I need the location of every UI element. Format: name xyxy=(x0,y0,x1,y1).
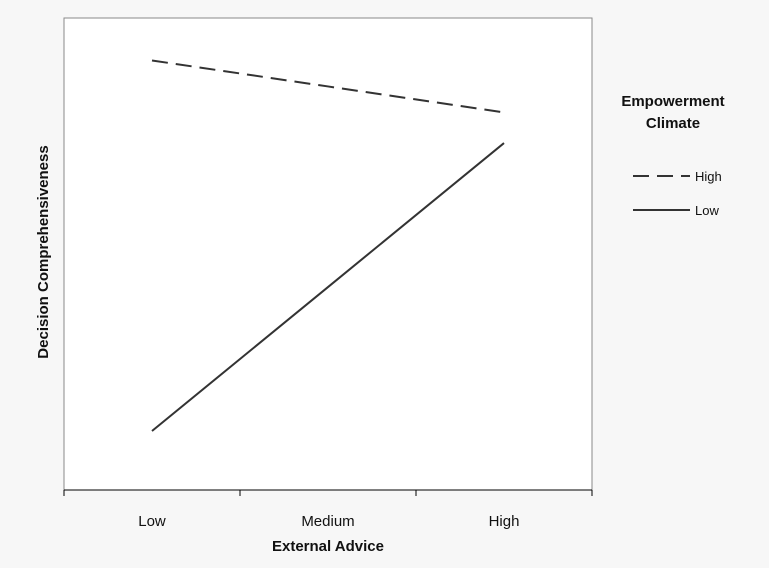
legend-entries: High Low xyxy=(633,169,722,218)
x-tick-label-high: High xyxy=(489,513,520,530)
legend-label-low: Low xyxy=(695,203,719,218)
x-axis-title: External Advice xyxy=(272,538,384,555)
x-tick-label-low: Low xyxy=(138,513,166,530)
series-lines xyxy=(151,59,505,432)
y-axis-title: Decision Comprehensiveness xyxy=(35,145,52,358)
x-axis-ticks xyxy=(63,490,593,496)
legend: Empowerment Climate High Low xyxy=(621,93,724,218)
series-line-high xyxy=(151,59,505,114)
series-line-low xyxy=(151,142,505,432)
legend-label-high: High xyxy=(695,169,722,184)
x-tick-labels: Low Medium High xyxy=(138,513,519,530)
legend-title-line-2: Climate xyxy=(646,115,700,132)
plot-area xyxy=(63,17,593,491)
x-tick-label-medium: Medium xyxy=(301,513,354,530)
legend-title-line-1: Empowerment xyxy=(621,93,724,110)
